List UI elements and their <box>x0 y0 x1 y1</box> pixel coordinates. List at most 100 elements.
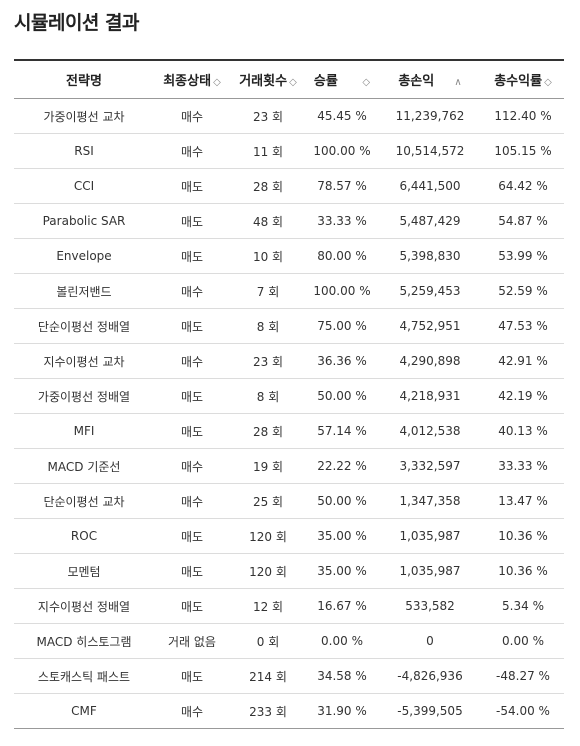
table-row[interactable]: 볼린저밴드 매수 7 회 100.00 % 5,259,453 52.59 % <box>14 273 564 309</box>
cell-win-rate: 57.14 % <box>306 413 378 449</box>
cell-win-rate: 35.00 % <box>306 553 378 589</box>
table-row[interactable]: 모멘텀 매도 120 회 35.00 % 1,035,987 10.36 % <box>14 553 564 589</box>
cell-total-profit: 10,514,572 <box>378 133 482 169</box>
sort-icon[interactable]: ◇ <box>362 77 371 88</box>
table-row[interactable]: 지수이평선 교차 매수 23 회 36.36 % 4,290,898 42.91 % <box>14 343 564 379</box>
cell-total-return: -54.00 % <box>482 693 564 729</box>
cell-total-return: 52.59 % <box>482 273 564 309</box>
cell-trade-count: 233 회 <box>230 693 306 729</box>
cell-strategy: CMF <box>14 693 154 729</box>
cell-final-state: 거래 없음 <box>154 623 230 659</box>
cell-strategy: RSI <box>14 133 154 169</box>
table-row[interactable]: 가중이평선 정배열 매도 8 회 50.00 % 4,218,931 42.19 % <box>14 378 564 414</box>
cell-final-state: 매수 <box>154 98 230 134</box>
cell-final-state: 매수 <box>154 693 230 729</box>
cell-trade-count: 28 회 <box>230 413 306 449</box>
cell-strategy: 스토캐스틱 패스트 <box>14 658 154 694</box>
header-total-return[interactable]: 총수익률 ◇ <box>482 59 564 99</box>
cell-final-state: 매수 <box>154 273 230 309</box>
table-row[interactable]: 지수이평선 정배열 매도 12 회 16.67 % 533,582 5.34 % <box>14 588 564 624</box>
cell-strategy: CCI <box>14 168 154 204</box>
cell-total-profit: 0 <box>378 623 482 659</box>
cell-win-rate: 100.00 % <box>306 133 378 169</box>
cell-total-return: 0.00 % <box>482 623 564 659</box>
cell-total-profit: 4,290,898 <box>378 343 482 379</box>
cell-total-profit: 1,347,358 <box>378 483 482 519</box>
cell-win-rate: 45.45 % <box>306 98 378 134</box>
cell-strategy: 지수이평선 교차 <box>14 343 154 379</box>
cell-win-rate: 36.36 % <box>306 343 378 379</box>
cell-final-state: 매수 <box>154 343 230 379</box>
cell-win-rate: 80.00 % <box>306 238 378 274</box>
cell-total-profit: 6,441,500 <box>378 168 482 204</box>
cell-total-profit: 1,035,987 <box>378 553 482 589</box>
table-row[interactable]: 가중이평선 교차 매수 23 회 45.45 % 11,239,762 112.40 % <box>14 98 564 134</box>
sort-icon[interactable]: ◇ <box>213 77 221 88</box>
cell-final-state: 매도 <box>154 238 230 274</box>
cell-strategy: Parabolic SAR <box>14 203 154 239</box>
sort-icon[interactable]: ◇ <box>544 77 552 88</box>
cell-win-rate: 0.00 % <box>306 623 378 659</box>
cell-total-profit: 5,487,429 <box>378 203 482 239</box>
cell-trade-count: 11 회 <box>230 133 306 169</box>
cell-final-state: 매도 <box>154 518 230 554</box>
table-row[interactable]: MFI 매도 28 회 57.14 % 4,012,538 40.13 % <box>14 413 564 449</box>
results-table: 전략명 최종상태 ◇ 거래횟수 ◇ 승률 ◇ 총손익 ∧ 총수익률 ◇ 가중이평선 교… <box>14 59 564 729</box>
cell-strategy: 가중이평선 정배열 <box>14 378 154 414</box>
cell-win-rate: 78.57 % <box>306 168 378 204</box>
cell-total-profit: 533,582 <box>378 588 482 624</box>
header-final-state[interactable]: 최종상태 ◇ <box>154 59 230 99</box>
cell-trade-count: 214 회 <box>230 658 306 694</box>
table-header-row: 전략명 최종상태 ◇ 거래횟수 ◇ 승률 ◇ 총손익 ∧ 총수익률 ◇ <box>14 59 564 99</box>
cell-trade-count: 7 회 <box>230 273 306 309</box>
cell-total-return: 10.36 % <box>482 553 564 589</box>
cell-final-state: 매도 <box>154 168 230 204</box>
cell-trade-count: 19 회 <box>230 448 306 484</box>
cell-total-profit: -5,399,505 <box>378 693 482 729</box>
cell-trade-count: 23 회 <box>230 98 306 134</box>
table-row[interactable]: MACD 기준선 매수 19 회 22.22 % 3,332,597 33.33 % <box>14 448 564 484</box>
cell-trade-count: 25 회 <box>230 483 306 519</box>
sort-icon[interactable]: ◇ <box>289 77 297 88</box>
cell-win-rate: 33.33 % <box>306 203 378 239</box>
header-win-rate[interactable]: 승률 ◇ <box>306 59 378 99</box>
cell-win-rate: 16.67 % <box>306 588 378 624</box>
cell-total-return: 54.87 % <box>482 203 564 239</box>
table-row[interactable]: CMF 매수 233 회 31.90 % -5,399,505 -54.00 % <box>14 693 564 729</box>
cell-final-state: 매수 <box>154 133 230 169</box>
table-row[interactable]: Parabolic SAR 매도 48 회 33.33 % 5,487,429 54.87… <box>14 203 564 239</box>
cell-strategy: 볼린저밴드 <box>14 273 154 309</box>
table-row[interactable]: 단순이평선 정배열 매도 8 회 75.00 % 4,752,951 47.53 % <box>14 308 564 344</box>
cell-final-state: 매도 <box>154 413 230 449</box>
cell-win-rate: 100.00 % <box>306 273 378 309</box>
cell-total-profit: 4,012,538 <box>378 413 482 449</box>
cell-strategy: MACD 히스토그램 <box>14 623 154 659</box>
cell-trade-count: 8 회 <box>230 378 306 414</box>
cell-strategy: 지수이평선 정배열 <box>14 588 154 624</box>
table-row[interactable]: 단순이평선 교차 매수 25 회 50.00 % 1,347,358 13.47 % <box>14 483 564 519</box>
cell-total-profit: 3,332,597 <box>378 448 482 484</box>
table-row[interactable]: MACD 히스토그램 거래 없음 0 회 0.00 % 0 0.00 % <box>14 623 564 659</box>
table-row[interactable]: RSI 매수 11 회 100.00 % 10,514,572 105.15 % <box>14 133 564 169</box>
cell-total-profit: 4,218,931 <box>378 378 482 414</box>
cell-strategy: 단순이평선 정배열 <box>14 308 154 344</box>
table-row[interactable]: 스토캐스틱 패스트 매도 214 회 34.58 % -4,826,936 -48.27 … <box>14 658 564 694</box>
table-row[interactable]: Envelope 매도 10 회 80.00 % 5,398,830 53.99 % <box>14 238 564 274</box>
cell-trade-count: 23 회 <box>230 343 306 379</box>
header-trade-count[interactable]: 거래횟수 ◇ <box>230 59 306 99</box>
cell-total-return: 105.15 % <box>482 133 564 169</box>
header-total-profit[interactable]: 총손익 ∧ <box>378 59 482 99</box>
cell-win-rate: 50.00 % <box>306 483 378 519</box>
table-row[interactable]: ROC 매도 120 회 35.00 % 1,035,987 10.36 % <box>14 518 564 554</box>
cell-strategy: MFI <box>14 413 154 449</box>
sort-ascending-icon[interactable]: ∧ <box>454 77 462 88</box>
cell-total-profit: -4,826,936 <box>378 658 482 694</box>
cell-strategy: MACD 기준선 <box>14 448 154 484</box>
cell-strategy: Envelope <box>14 238 154 274</box>
cell-final-state: 매도 <box>154 658 230 694</box>
cell-total-return: 10.36 % <box>482 518 564 554</box>
cell-strategy: 모멘텀 <box>14 553 154 589</box>
cell-trade-count: 48 회 <box>230 203 306 239</box>
table-row[interactable]: CCI 매도 28 회 78.57 % 6,441,500 64.42 % <box>14 168 564 204</box>
cell-win-rate: 22.22 % <box>306 448 378 484</box>
